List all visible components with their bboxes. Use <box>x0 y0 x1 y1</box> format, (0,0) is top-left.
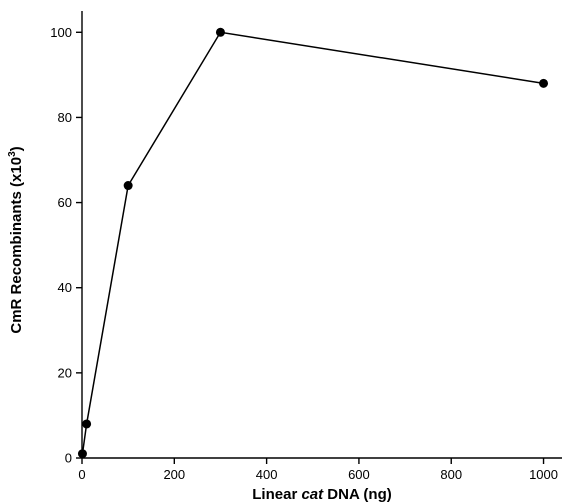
series-lines <box>81 31 544 454</box>
y-tick-label: 80 <box>58 110 72 125</box>
data-point <box>539 78 549 88</box>
series-points <box>77 27 549 459</box>
x-tick-label: 800 <box>440 467 462 482</box>
y-tick-label: 0 <box>65 451 72 466</box>
x-tick-label: 400 <box>256 467 278 482</box>
y-axis-label: CmR Recombinants (x103) <box>7 146 25 333</box>
y-axis-ticks: 0 20 40 60 80 100 <box>50 25 82 466</box>
x-axis-ticks: 0 200 400 600 800 1000 <box>78 458 558 482</box>
plot-area: 0 20 40 60 80 100 0 200 400 600 800 1000 <box>50 11 562 482</box>
data-point <box>77 449 87 459</box>
data-point <box>123 181 133 191</box>
series-line <box>81 31 544 454</box>
y-tick-label: 40 <box>58 280 72 295</box>
data-point <box>215 27 225 37</box>
x-tick-label: 200 <box>163 467 185 482</box>
data-point <box>82 419 92 429</box>
x-tick-label: 0 <box>78 467 85 482</box>
y-tick-label: 20 <box>58 365 72 380</box>
x-axis-label: Linear cat DNA (ng) <box>252 486 391 503</box>
x-tick-label: 600 <box>348 467 370 482</box>
y-tick-label: 100 <box>50 25 72 40</box>
x-tick-label: 1000 <box>529 467 558 482</box>
y-tick-label: 60 <box>58 195 72 210</box>
